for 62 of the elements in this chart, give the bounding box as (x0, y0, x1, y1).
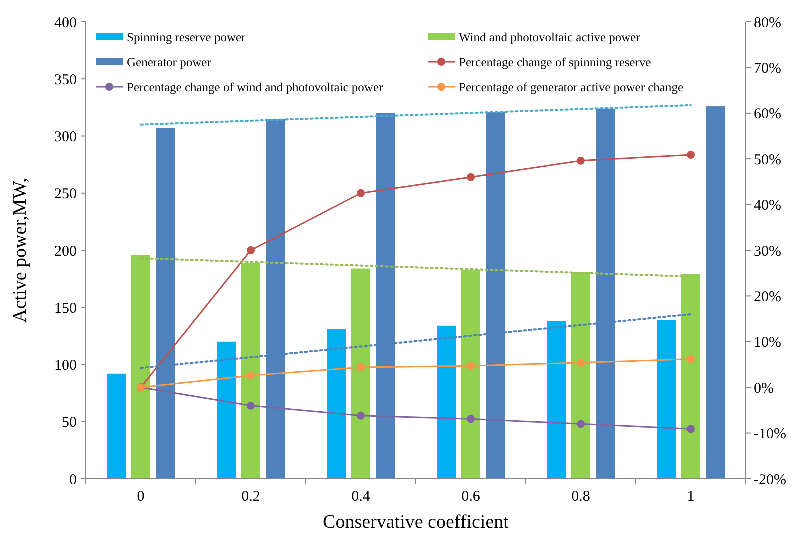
bar (547, 321, 566, 479)
point (247, 372, 255, 380)
bar (352, 268, 370, 479)
bar (706, 106, 725, 479)
y-tick-label: 350 (54, 72, 77, 88)
y-tick-label: 0 (70, 472, 77, 488)
y-tick-label: 150 (54, 300, 77, 317)
x-tick-label: 1 (687, 489, 695, 505)
point (467, 173, 475, 182)
point (687, 150, 695, 159)
bar (657, 320, 676, 479)
y-tick-label: 300 (54, 130, 77, 146)
y2-tick-label: 50% (754, 152, 782, 168)
bar (107, 374, 126, 479)
y2-tick-label: 0% (754, 380, 774, 397)
y2-tick-label: -20% (754, 472, 786, 488)
y-tick-label: 100 (54, 358, 77, 374)
y2-tick-label: 40% (754, 198, 782, 214)
x-tick-label: 0.6 (462, 489, 481, 505)
point (357, 412, 365, 420)
y-axis-title: Active power,MW, (10, 178, 31, 323)
x-tick-label: 0.8 (572, 489, 590, 505)
bar (462, 270, 480, 479)
bar (682, 274, 700, 479)
point (247, 246, 255, 254)
y-tick-label: 250 (54, 186, 77, 203)
point (357, 363, 365, 372)
point (467, 415, 475, 424)
bar (327, 329, 346, 479)
point (577, 156, 585, 165)
legend-label: Spinning reserve power (127, 30, 247, 44)
point (577, 420, 585, 428)
y2-tick-label: 20% (754, 289, 782, 306)
bar (437, 326, 456, 479)
y2-tick-label: 30% (754, 244, 782, 260)
x-tick-label: 0 (137, 489, 145, 505)
y2-tick-label: 80% (754, 15, 782, 32)
legend-label: Percentage of generator active power change (459, 80, 684, 94)
legend-label: Percentage change of spinning reserve (459, 55, 652, 70)
y-tick-label: 400 (54, 15, 77, 32)
y2-tick-label: 70% (754, 60, 782, 77)
y2-tick-label: -10% (754, 426, 786, 443)
bar (572, 272, 590, 479)
point (577, 358, 585, 367)
bar (217, 342, 236, 479)
x-tick-label: 0.4 (352, 489, 371, 505)
bar (242, 263, 260, 479)
legend-label: Wind and photovoltaic active power (459, 30, 642, 44)
bar (132, 255, 150, 479)
y2-tick-label: 60% (754, 106, 782, 123)
y-tick-label: 200 (54, 244, 77, 260)
x-tick-label: 0.2 (242, 489, 260, 505)
point (687, 355, 695, 364)
y2-tick-label: 10% (754, 335, 782, 352)
point (357, 189, 365, 198)
legend-label: Percentage change of wind and photovoltaic power (127, 80, 384, 94)
point (467, 362, 475, 370)
y-tick-label: 50 (62, 415, 77, 432)
x-axis-title: Conservative coefficient (323, 512, 510, 533)
legend-label: Generator power (127, 55, 212, 70)
point (247, 402, 255, 410)
point (687, 425, 695, 434)
